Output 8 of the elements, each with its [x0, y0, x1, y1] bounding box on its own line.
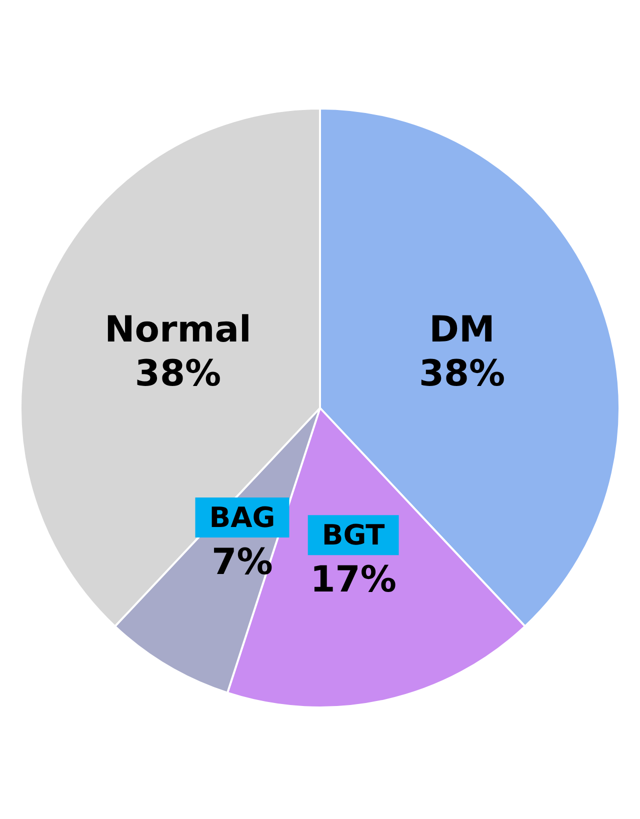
- data-label: 38%: [418, 353, 506, 394]
- slice-label: DM: [429, 309, 495, 350]
- slice-label: Normal: [104, 309, 252, 350]
- data-label: 7%: [212, 542, 273, 583]
- data-label: 17%: [310, 560, 396, 601]
- slice-label: BAG: [209, 500, 276, 534]
- slice-label: BGT: [322, 518, 385, 552]
- data-label: 38%: [134, 353, 222, 394]
